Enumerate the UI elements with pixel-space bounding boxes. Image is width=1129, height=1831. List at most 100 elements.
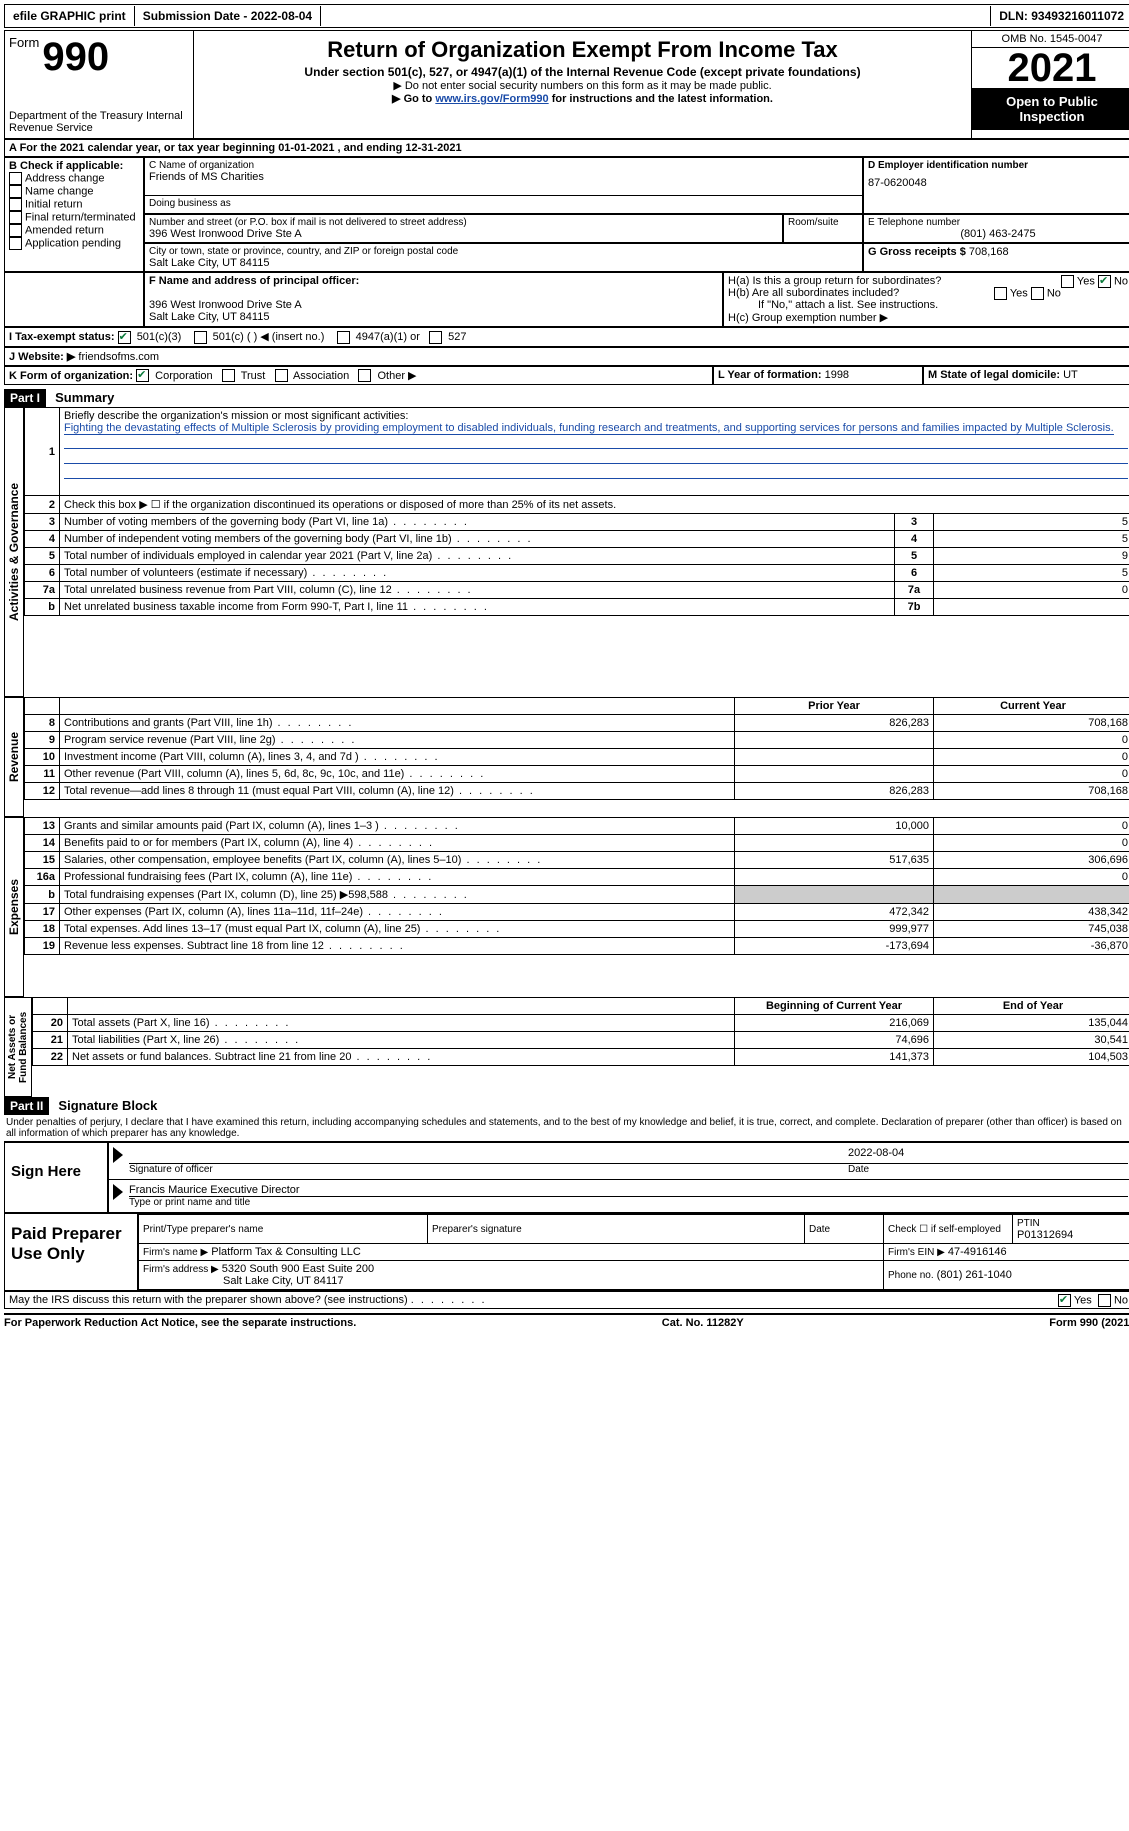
discuss-no[interactable] <box>1098 1294 1111 1307</box>
gross-label: G Gross receipts $ <box>868 246 966 258</box>
arrow-icon <box>113 1184 123 1200</box>
city-label: City or town, state or province, country… <box>149 246 858 257</box>
form-label: Form <box>9 35 39 50</box>
dln-label: DLN: <box>999 9 1031 23</box>
date-label: Date <box>848 1164 1128 1175</box>
section-i: I Tax-exempt status: 501(c)(3) 501(c) ( … <box>4 327 1129 347</box>
type-label: Type or print name and title <box>129 1197 1128 1208</box>
irs-link[interactable]: www.irs.gov/Form990 <box>435 93 548 105</box>
discuss-row: May the IRS discuss this return with the… <box>4 1291 1129 1309</box>
footer-left: For Paperwork Reduction Act Notice, see … <box>4 1317 356 1329</box>
check-527[interactable] <box>429 331 442 344</box>
name-label: C Name of organization <box>149 160 858 171</box>
ssn-note: ▶ Do not enter social security numbers o… <box>200 79 965 92</box>
sig-date: 2022-08-04 <box>848 1147 1128 1164</box>
city-value: Salt Lake City, UT 84115 <box>149 257 858 269</box>
arrow-icon <box>113 1147 123 1163</box>
part2-badge: Part II <box>4 1097 49 1115</box>
section-h-note: If "No," attach a list. See instructions… <box>728 299 1128 311</box>
section-k: K Form of organization: Corporation Trus… <box>4 366 713 386</box>
discuss-yes[interactable] <box>1058 1294 1071 1307</box>
top-bar: efile GRAPHIC print Submission Date - 20… <box>4 4 1129 28</box>
gross-value: 708,168 <box>969 246 1009 258</box>
check-application-pending[interactable]: Application pending <box>9 237 139 250</box>
section-b-label: B Check if applicable: <box>9 160 139 172</box>
check-other[interactable] <box>358 369 371 382</box>
phone-label: E Telephone number <box>868 217 1128 228</box>
ein-value: 87-0620048 <box>868 177 1128 189</box>
officer-name: Francis Maurice Executive Director <box>129 1184 1128 1197</box>
col-prior: Prior Year <box>735 698 934 715</box>
section-l: L Year of formation: 1998 <box>713 366 923 386</box>
part2-header-row: Part II Signature Block <box>4 1097 1129 1115</box>
revenue-table: Prior Year Current Year 8Contributions a… <box>24 697 1129 800</box>
section-ha: H(a) Is this a group return for subordin… <box>728 275 1128 287</box>
dept-treasury: Department of the Treasury Internal Reve… <box>9 110 189 134</box>
street-label: Number and street (or P.O. box if mail i… <box>149 217 778 228</box>
footer-right: Form 990 (2021) <box>1049 1317 1129 1329</box>
section-hb: H(b) Are all subordinates included? Yes … <box>728 287 1128 299</box>
check-initial-return[interactable]: Initial return <box>9 198 139 211</box>
goto-note: ▶ Go to www.irs.gov/Form990 for instruct… <box>200 92 965 105</box>
form-title: Return of Organization Exempt From Incom… <box>200 37 965 63</box>
open-public-badge: Open to Public Inspection <box>972 88 1129 130</box>
dln: DLN: 93493216011072 <box>990 6 1129 26</box>
section-hc: H(c) Group exemption number ▶ <box>728 311 1128 324</box>
dln-value: 93493216011072 <box>1031 9 1124 23</box>
org-info-block: B Check if applicable: Address change Na… <box>4 157 1129 272</box>
check-corp[interactable] <box>136 369 149 382</box>
q2-text: Check this box ▶ ☐ if the organization d… <box>60 496 1129 514</box>
check-assoc[interactable] <box>275 369 288 382</box>
col-begin: Beginning of Current Year <box>735 998 934 1015</box>
footer-mid: Cat. No. 11282Y <box>662 1317 744 1329</box>
form-header: Form 990 Department of the Treasury Inte… <box>4 30 1129 139</box>
part2-title: Signature Block <box>52 1098 157 1113</box>
check-trust[interactable] <box>222 369 235 382</box>
governance-label: Activities & Governance <box>4 407 24 697</box>
section-a: A For the 2021 calendar year, or tax yea… <box>4 139 1129 157</box>
netassets-label: Net Assets or Fund Balances <box>4 997 32 1097</box>
check-4947[interactable] <box>337 331 350 344</box>
form-number: 990 <box>42 35 109 79</box>
part1-title: Summary <box>49 390 114 405</box>
check-amended-return[interactable]: Amended return <box>9 224 139 237</box>
part1-badge: Part I <box>4 389 46 407</box>
check-final-return[interactable]: Final return/terminated <box>9 211 139 224</box>
mission-text: Fighting the devastating effects of Mult… <box>64 422 1114 435</box>
col-current: Current Year <box>934 698 1129 715</box>
officer-addr2: Salt Lake City, UT 84115 <box>149 311 718 323</box>
goto-pre: ▶ Go to <box>392 93 435 105</box>
check-501c[interactable] <box>194 331 207 344</box>
tax-year: 2021 <box>972 48 1129 88</box>
room-label: Room/suite <box>788 217 858 228</box>
efile-print-button[interactable]: efile GRAPHIC print <box>5 6 135 26</box>
col-end: End of Year <box>934 998 1129 1015</box>
check-name-change[interactable]: Name change <box>9 185 139 198</box>
governance-table: 1 Briefly describe the organization's mi… <box>24 407 1129 616</box>
expenses-table: 13Grants and similar amounts paid (Part … <box>24 817 1129 955</box>
check-address-change[interactable]: Address change <box>9 172 139 185</box>
paid-preparer-label: Paid Preparer Use Only <box>5 1214 137 1290</box>
submission-date-value: 2022-08-04 <box>251 9 312 23</box>
form-subtitle: Under section 501(c), 527, or 4947(a)(1)… <box>200 65 965 79</box>
section-f-label: F Name and address of principal officer: <box>149 275 718 287</box>
dba-label: Doing business as <box>145 195 862 211</box>
goto-post: for instructions and the latest informat… <box>549 93 773 105</box>
q1-label: Briefly describe the organization's miss… <box>64 410 408 422</box>
org-name: Friends of MS Charities <box>149 171 858 183</box>
declaration: Under penalties of perjury, I declare th… <box>4 1115 1129 1142</box>
sign-here-label: Sign Here <box>5 1143 107 1212</box>
phone-value: (801) 463-2475 <box>868 228 1128 240</box>
submission-label: Submission Date - <box>143 9 251 23</box>
page-footer: For Paperwork Reduction Act Notice, see … <box>4 1313 1129 1329</box>
expenses-label: Expenses <box>4 817 24 997</box>
preparer-table: Print/Type preparer's name Preparer's si… <box>138 1214 1129 1290</box>
submission-date: Submission Date - 2022-08-04 <box>135 6 321 26</box>
website-value: friendsofms.com <box>78 351 159 363</box>
netassets-table: Beginning of Current Year End of Year 20… <box>32 997 1129 1066</box>
check-501c3[interactable] <box>118 331 131 344</box>
revenue-label: Revenue <box>4 697 24 817</box>
section-j: J Website: ▶ friendsofms.com <box>4 347 1129 366</box>
section-m: M State of legal domicile: UT <box>923 366 1129 386</box>
officer-addr1: 396 West Ironwood Drive Ste A <box>149 299 718 311</box>
